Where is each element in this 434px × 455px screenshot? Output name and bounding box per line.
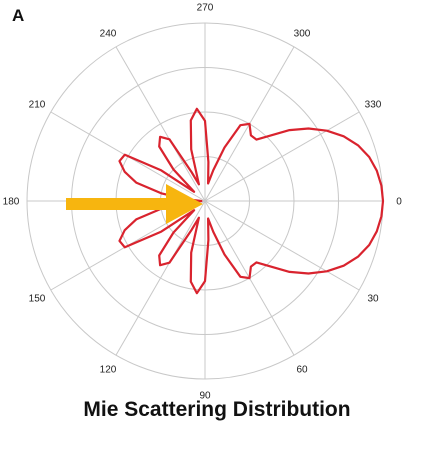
panel-label: A	[12, 6, 25, 25]
angle-tick-label: 270	[197, 3, 214, 14]
angle-tick-label: 150	[29, 294, 46, 305]
grid-spoke	[204, 111, 360, 202]
scattering-curve	[118, 107, 385, 295]
incident-arrow	[66, 184, 203, 224]
angle-tick-label: 300	[294, 28, 311, 39]
chart-caption: Mie Scattering Distribution	[83, 398, 351, 421]
angle-tick-label: 0	[396, 197, 402, 208]
angle-tick-label: 90	[199, 391, 211, 401]
grid-spoke	[204, 200, 360, 291]
angle-tick-label: 210	[29, 100, 46, 111]
angular-tick-labels: 0 30 60 90 120 150 180 210 240 270 300 330	[3, 3, 403, 401]
angle-tick-label: 240	[100, 28, 117, 39]
arrow-shaft	[66, 198, 170, 210]
angle-tick-label: 120	[100, 365, 117, 376]
grid-spoke	[115, 200, 206, 356]
angle-tick-label: 60	[296, 365, 308, 376]
angle-tick-label: 30	[367, 294, 379, 305]
series-layer	[118, 107, 385, 295]
grid-spoke	[115, 46, 206, 202]
angle-tick-label: 330	[365, 100, 382, 111]
angle-tick-label: 180	[3, 197, 20, 208]
polar-plot: 0 30 60 90 120 150 180 210 240 270 300 330	[3, 3, 403, 401]
arrow-head	[166, 184, 203, 224]
annotation-layer	[66, 184, 203, 224]
